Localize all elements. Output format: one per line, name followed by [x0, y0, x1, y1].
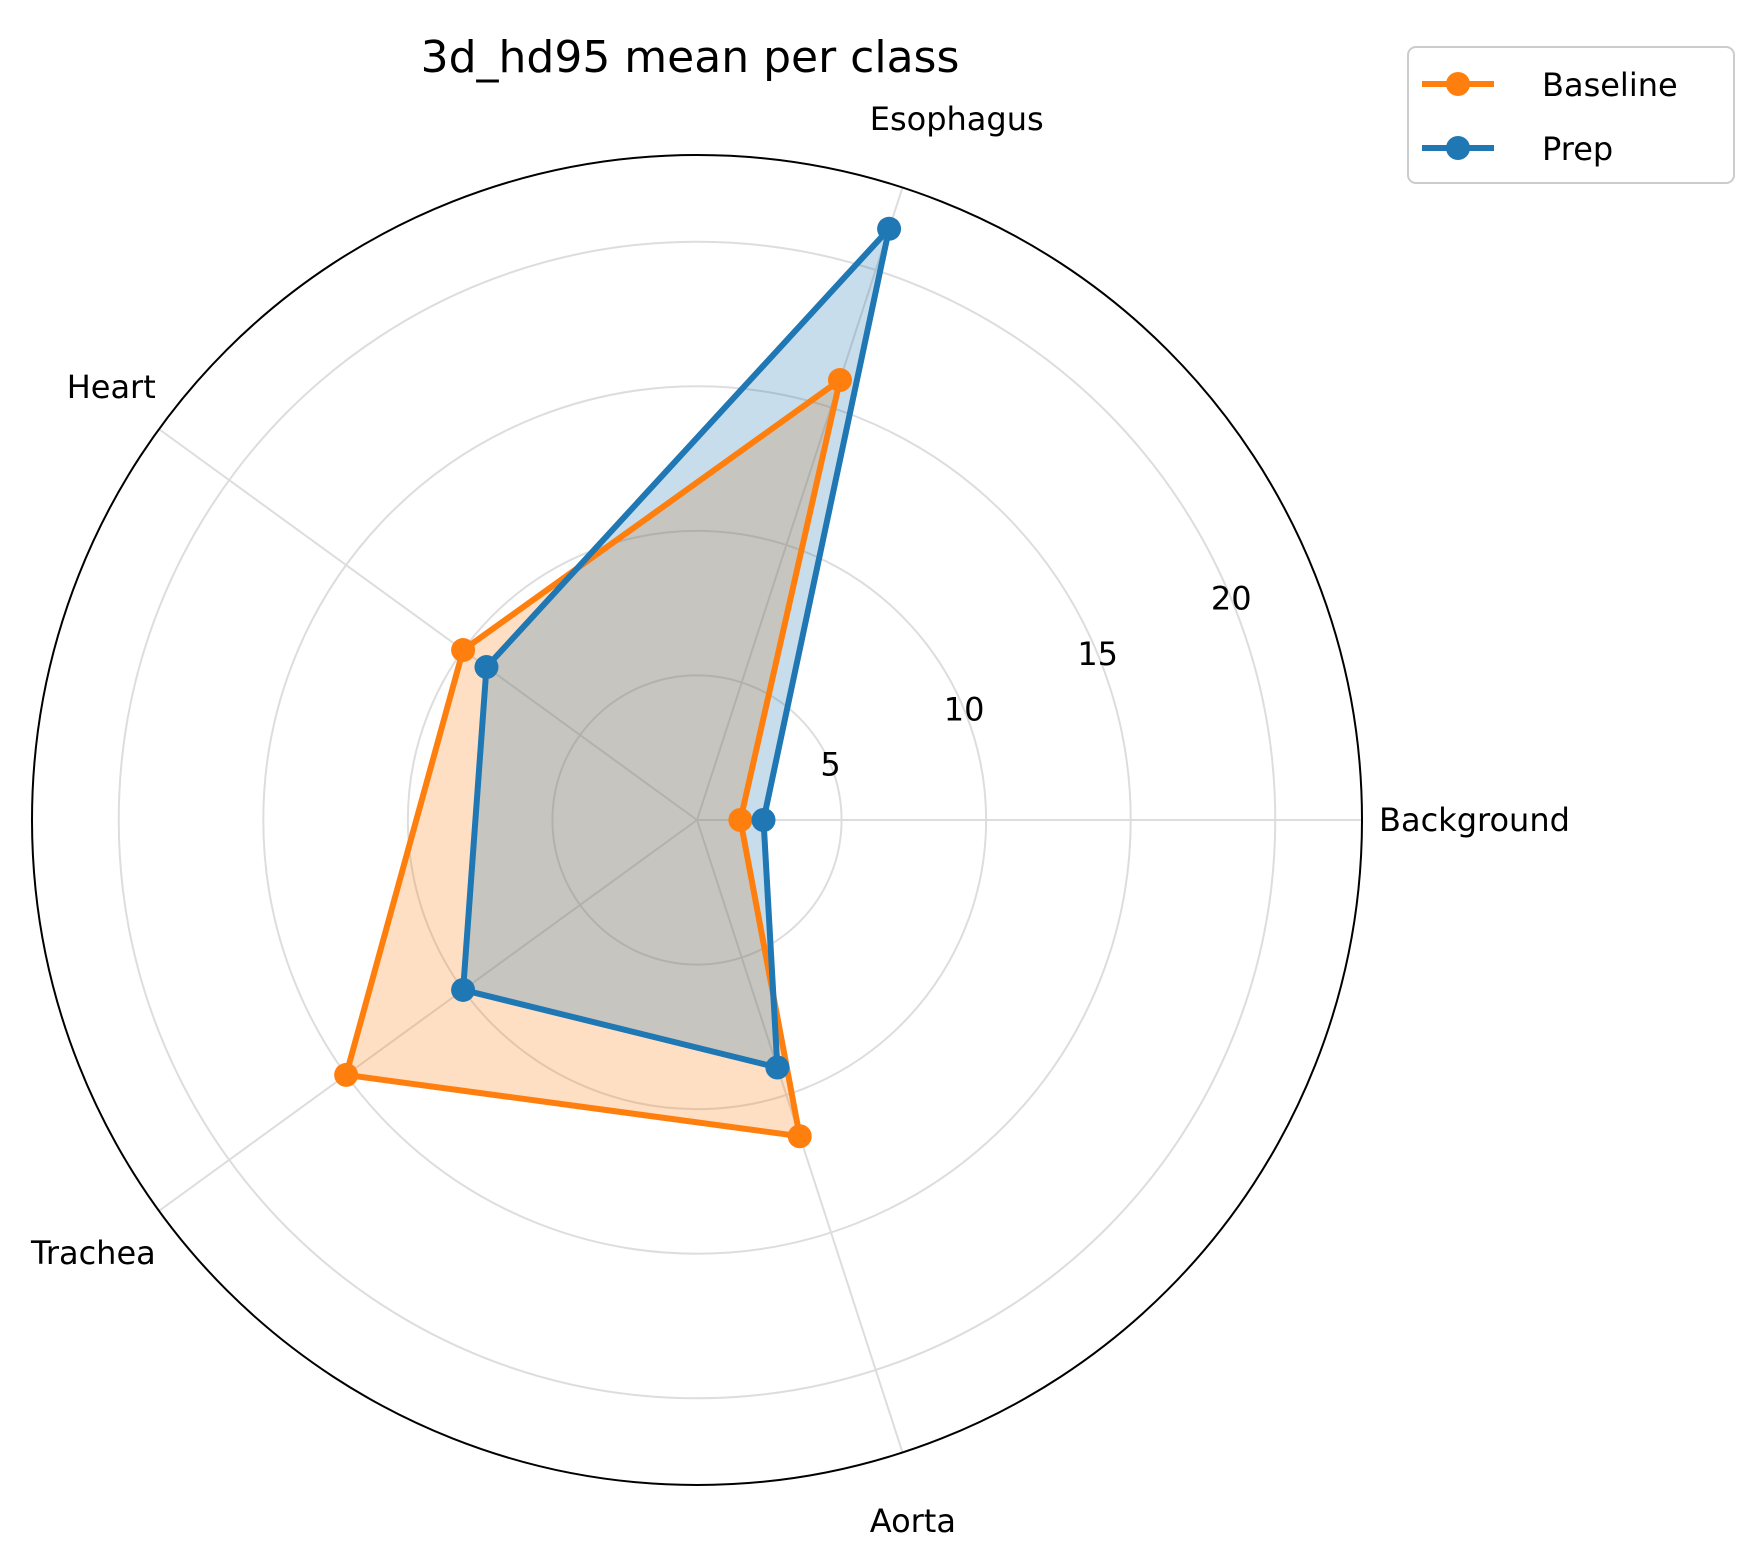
series-fill-0: [346, 380, 840, 1137]
data-point-0-0: [728, 808, 753, 832]
data-point-0-3: [334, 1062, 359, 1087]
legend: Baseline Prep: [1407, 46, 1735, 184]
radial-tick-labels: 5 10 15 20: [820, 580, 1251, 784]
legend-marker-0: [1446, 72, 1470, 96]
spoke-3: [158, 819, 698, 1212]
category-label-3: Trachea: [30, 1234, 156, 1272]
data-point-1-3: [451, 977, 476, 1002]
category-label-1: Esophagus: [870, 100, 1044, 138]
radial-tick-label-0: 5: [820, 746, 840, 784]
data-point-1-1: [877, 216, 902, 241]
category-label-0: Background: [1379, 801, 1570, 839]
series-line-1: [460, 225, 893, 1071]
category-label-2: Heart: [67, 368, 156, 406]
category-labels: Background Esophagus Heart Trachea Aorta: [30, 100, 1570, 1540]
data-point-1-0: [751, 808, 776, 832]
category-label-4: Aorta: [870, 1502, 956, 1540]
spoke-1: [696, 187, 904, 821]
chart-title: 3d_hd95 mean per class: [421, 32, 960, 83]
data-point-0-4: [787, 1124, 812, 1149]
data-point-1-2: [474, 655, 499, 680]
radial-tick-label-2: 15: [1077, 635, 1118, 673]
series-fills: [346, 228, 890, 1137]
data-point-1-4: [765, 1055, 790, 1080]
legend-marker-1: [1446, 136, 1470, 160]
outer-circle: [31, 154, 1363, 1486]
series-points: [334, 216, 902, 1149]
radial-tick-label-3: 20: [1211, 580, 1252, 618]
radial-tick-label-1: 10: [944, 690, 985, 728]
data-point-0-1: [827, 368, 852, 393]
data-point-0-2: [451, 638, 476, 663]
spoke-2: [158, 428, 698, 821]
series-fill-1: [463, 228, 890, 1068]
legend-label-1: Prep: [1542, 130, 1613, 168]
series-line-0: [343, 377, 843, 1140]
series-lines: [343, 225, 893, 1140]
legend-label-0: Baseline: [1542, 66, 1678, 104]
